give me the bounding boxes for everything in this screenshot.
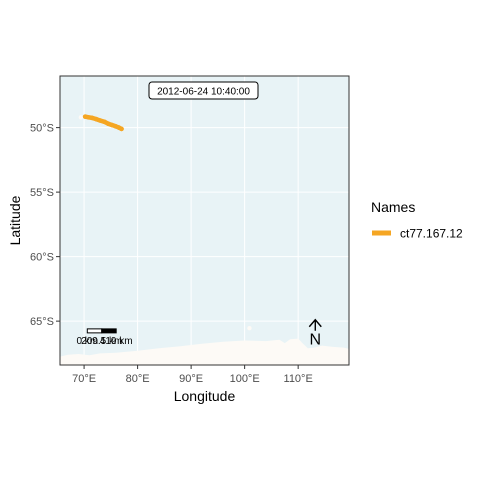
y-axis: 50°S 55°S 60°S 65°S	[30, 123, 60, 328]
timestamp-text: 2012-06-24 10:40:00	[157, 87, 250, 98]
legend-key-swatch	[372, 230, 391, 236]
track-point	[105, 121, 111, 127]
panel-border	[59, 75, 350, 366]
track-point	[86, 114, 91, 120]
scale-bar-segment-light	[86, 328, 103, 334]
track-point	[119, 126, 124, 132]
island	[247, 326, 252, 331]
north-label: N	[310, 332, 322, 349]
y-tick-label: 55°S	[30, 187, 54, 199]
legend: Names ct77.167.12	[371, 199, 463, 241]
x-tick-label: 80°E	[126, 373, 150, 385]
legend-item: ct77.167.12	[372, 227, 463, 241]
y-tick-label: 50°S	[30, 123, 54, 135]
track-point	[102, 119, 107, 125]
x-tick-label: 90°E	[179, 373, 203, 385]
x-axis-title: Longitude	[174, 388, 236, 404]
y-axis-title: Latitude	[7, 195, 23, 245]
timestamp-label: 2012-06-24 10:40:00	[148, 81, 259, 100]
y-tick-label: 65°S	[30, 316, 54, 328]
animal-track	[82, 114, 124, 132]
x-tick-label: 100°E	[230, 373, 260, 385]
scale-bar-segment-dark	[101, 328, 117, 334]
x-tick-label: 110°E	[284, 373, 313, 385]
islands	[78, 115, 252, 331]
y-tick-label: 60°S	[30, 252, 54, 264]
island	[78, 115, 84, 120]
scale-bar-label: 209.5 km	[81, 336, 122, 347]
track-point	[97, 118, 103, 123]
x-axis: 70°E 80°E 90°E 100°E 110°E	[72, 365, 313, 385]
timestamp-box	[148, 81, 259, 100]
scale-bar-label: 419 km	[100, 336, 133, 347]
track-point	[109, 122, 115, 128]
north-arrow: N	[308, 318, 322, 349]
track-point	[89, 115, 95, 121]
legend-title: Names	[371, 199, 415, 215]
legend-item-label: ct77.167.12	[400, 227, 463, 241]
track-point	[94, 116, 99, 122]
graticule	[60, 76, 349, 365]
north-arrow-icon	[308, 318, 322, 331]
x-tick-label: 70°E	[72, 373, 96, 385]
antarctica-landmass	[60, 338, 349, 365]
scale-bar-label: 0 km	[76, 336, 98, 347]
